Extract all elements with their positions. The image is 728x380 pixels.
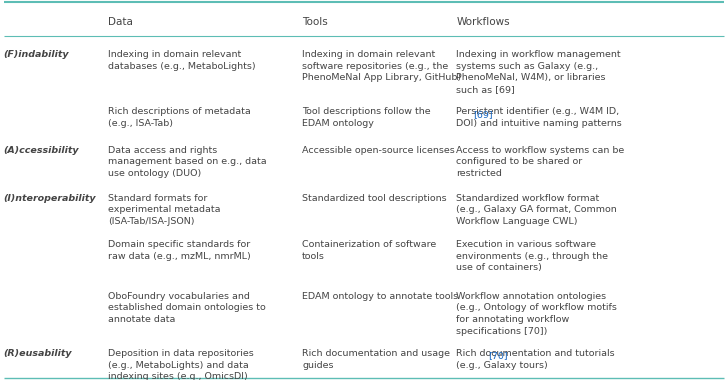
Text: Access to workflow systems can be
configured to be shared or
restricted: Access to workflow systems can be config… [456, 146, 625, 178]
Text: Standard formats for
experimental metadata
(ISA-Tab/ISA-JSON): Standard formats for experimental metada… [108, 194, 221, 226]
Text: Containerization of software
tools: Containerization of software tools [302, 240, 436, 261]
Text: Data: Data [108, 17, 132, 27]
Text: Tool descriptions follow the
EDAM ontology: Tool descriptions follow the EDAM ontolo… [302, 107, 431, 128]
Text: Persistent identifier (e.g., W4M ID,
DOI) and intuitive naming patterns: Persistent identifier (e.g., W4M ID, DOI… [456, 107, 622, 128]
Text: [70]: [70] [488, 352, 507, 361]
Text: Workflows: Workflows [456, 17, 510, 27]
Text: Data access and rights
management based on e.g., data
use ontology (DUO): Data access and rights management based … [108, 146, 266, 178]
Text: Standardized tool descriptions: Standardized tool descriptions [302, 194, 447, 203]
Text: Indexing in workflow management
systems such as Galaxy (e.g.,
PhenoMeNal, W4M), : Indexing in workflow management systems … [456, 50, 621, 94]
Text: Execution in various software
environments (e.g., through the
use of containers): Execution in various software environmen… [456, 240, 609, 272]
Text: (F)indability: (F)indability [4, 50, 69, 59]
Text: Indexing in domain relevant
software repositories (e.g., the
PhenoMeNal App Libr: Indexing in domain relevant software rep… [302, 50, 462, 82]
Text: Domain specific standards for
raw data (e.g., mzML, nmrML): Domain specific standards for raw data (… [108, 240, 250, 261]
Text: (A)ccessibility: (A)ccessibility [4, 146, 79, 155]
Text: Deposition in data repositories
(e.g., MetaboLights) and data
indexing sites (e.: Deposition in data repositories (e.g., M… [108, 349, 253, 380]
Text: EDAM ontology to annotate tools: EDAM ontology to annotate tools [302, 292, 458, 301]
Text: (R)eusability: (R)eusability [4, 349, 72, 358]
Text: OboFoundry vocabularies and
established domain ontologies to
annotate data: OboFoundry vocabularies and established … [108, 292, 266, 324]
Text: Standardized workflow format
(e.g., Galaxy GA format, Common
Workflow Language C: Standardized workflow format (e.g., Gala… [456, 194, 617, 226]
Text: Tools: Tools [302, 17, 328, 27]
Text: Rich documentation and tutorials
(e.g., Galaxy tours): Rich documentation and tutorials (e.g., … [456, 349, 615, 369]
Text: Workflow annotation ontologies
(e.g., Ontology of workflow motifs
for annotating: Workflow annotation ontologies (e.g., On… [456, 292, 617, 336]
Text: Rich descriptions of metadata
(e.g., ISA-Tab): Rich descriptions of metadata (e.g., ISA… [108, 107, 250, 128]
Text: Accessible open-source licenses: Accessible open-source licenses [302, 146, 455, 155]
Text: (I)nteroperability: (I)nteroperability [4, 194, 96, 203]
Text: Indexing in domain relevant
databases (e.g., MetaboLights): Indexing in domain relevant databases (e… [108, 50, 256, 71]
Text: [69]: [69] [473, 110, 493, 119]
Text: Rich documentation and usage
guides: Rich documentation and usage guides [302, 349, 450, 369]
